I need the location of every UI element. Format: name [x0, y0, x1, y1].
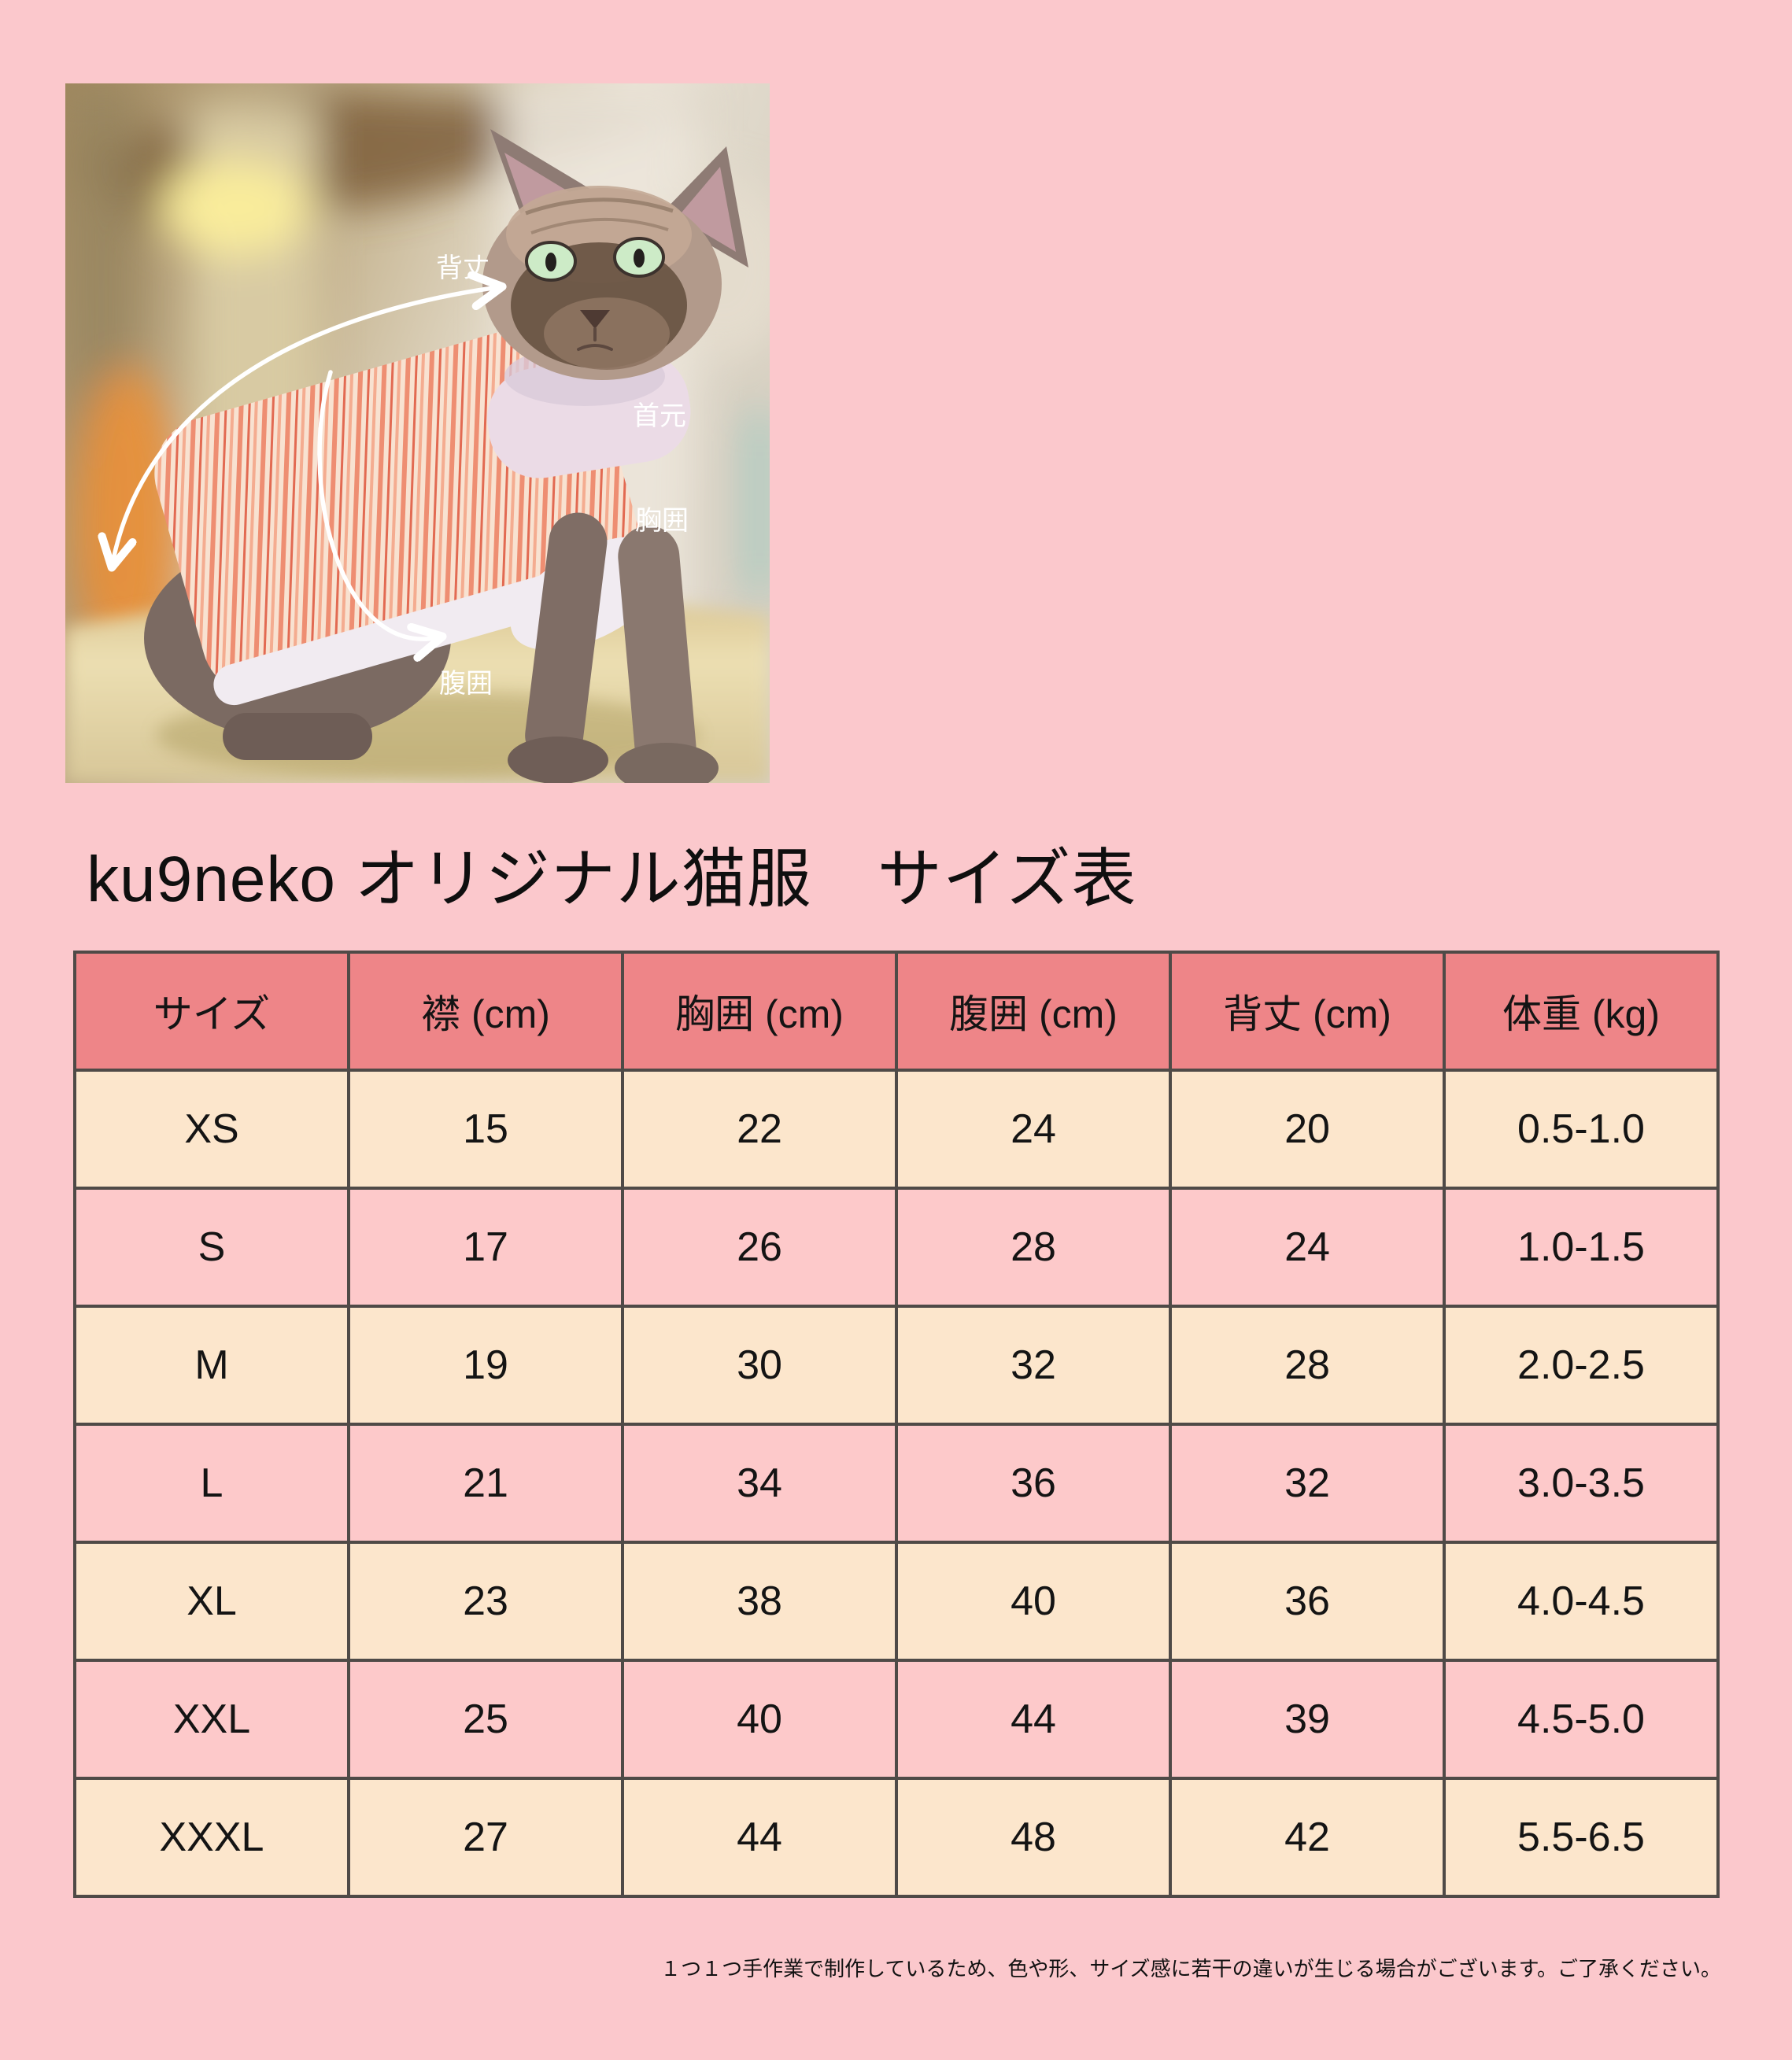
value-cell: 48 [895, 1777, 1172, 1898]
table-row: XL 23 38 40 36 4.0-4.5 [73, 1541, 1720, 1662]
value-cell: 28 [895, 1187, 1172, 1308]
value-cell: 17 [347, 1187, 624, 1308]
value-cell: 44 [621, 1777, 898, 1898]
value-cell: 22 [621, 1069, 898, 1190]
back-length-arrow [113, 287, 498, 563]
value-cell: 36 [895, 1423, 1172, 1544]
value-cell: 21 [347, 1423, 624, 1544]
page-title: ku9neko オリジナル猫服 サイズ表 [87, 844, 1137, 915]
value-cell: 24 [1169, 1187, 1446, 1308]
value-cell: 4.5-5.0 [1443, 1659, 1720, 1780]
value-cell: 25 [347, 1659, 624, 1780]
table-row: L 21 34 36 32 3.0-3.5 [73, 1423, 1720, 1544]
table-row: XS 15 22 24 20 0.5-1.0 [73, 1069, 1720, 1190]
size-table: サイズ襟 (cm) 胸囲 (cm) 腹囲 (cm) 背丈 (cm) 体重 (kg) XS… [73, 951, 1720, 1898]
value-cell: 2.0-2.5 [1443, 1305, 1720, 1426]
value-cell: 30 [621, 1305, 898, 1426]
size-table-head-row: サイズ襟 (cm) 胸囲 (cm) 腹囲 (cm) 背丈 (cm) 体重 (kg) [73, 951, 1720, 1072]
value-cell: 1.0-1.5 [1443, 1187, 1720, 1308]
value-cell: 24 [895, 1069, 1172, 1190]
size-cell: M [73, 1305, 350, 1426]
photo-label-chest: 胸囲 [635, 506, 689, 536]
value-cell: 32 [1169, 1423, 1446, 1544]
value-cell: 38 [621, 1541, 898, 1662]
size-cell: XXXL [73, 1777, 350, 1898]
photo-label-belly: 腹囲 [439, 669, 493, 699]
value-cell: 36 [1169, 1541, 1446, 1662]
value-cell: 23 [347, 1541, 624, 1662]
value-cell: 5.5-6.5 [1443, 1777, 1720, 1898]
table-row: S 17 26 28 24 1.0-1.5 [73, 1187, 1720, 1308]
table-row: XXXL 27 44 48 42 5.5-6.5 [73, 1777, 1720, 1898]
size-table-header-cell: 背丈 (cm) [1169, 951, 1446, 1072]
size-table-body: XS 15 22 24 20 0.5-1.0 S 17 26 28 24 1.0-1.5 M 19 30 32… [73, 1069, 1720, 1898]
cat-photo-illustration: 背丈 首元 胸囲 腹囲 [65, 83, 770, 783]
size-table-header-cell: 体重 (kg) [1443, 951, 1720, 1072]
value-cell: 15 [347, 1069, 624, 1190]
size-cell: XL [73, 1541, 350, 1662]
photo-label-neck: 首元 [633, 401, 686, 431]
size-table-header-cell: サイズ [73, 951, 350, 1072]
photo-label-back-length: 背丈 [436, 253, 490, 283]
value-cell: 32 [895, 1305, 1172, 1426]
value-cell: 27 [347, 1777, 624, 1898]
size-cell: XS [73, 1069, 350, 1190]
table-row: M 19 30 32 28 2.0-2.5 [73, 1305, 1720, 1426]
value-cell: 39 [1169, 1659, 1446, 1780]
value-cell: 40 [895, 1541, 1172, 1662]
value-cell: 40 [621, 1659, 898, 1780]
value-cell: 20 [1169, 1069, 1446, 1190]
value-cell: 3.0-3.5 [1443, 1423, 1720, 1544]
value-cell: 0.5-1.0 [1443, 1069, 1720, 1190]
value-cell: 44 [895, 1659, 1172, 1780]
size-cell: S [73, 1187, 350, 1308]
table-row: XXL 25 40 44 39 4.5-5.0 [73, 1659, 1720, 1780]
value-cell: 19 [347, 1305, 624, 1426]
value-cell: 42 [1169, 1777, 1446, 1898]
cat-photo: 背丈 首元 胸囲 腹囲 [65, 83, 770, 783]
size-cell: L [73, 1423, 350, 1544]
size-cell: XXL [73, 1659, 350, 1780]
footer-note: １つ１つ手作業で制作しているため、色や形、サイズ感に若干の違いが生じる場合がござ… [660, 1957, 1721, 1981]
value-cell: 28 [1169, 1305, 1446, 1426]
value-cell: 34 [621, 1423, 898, 1544]
value-cell: 4.0-4.5 [1443, 1541, 1720, 1662]
size-table-header-cell: 腹囲 (cm) [895, 951, 1172, 1072]
value-cell: 26 [621, 1187, 898, 1308]
belly-arrow [317, 370, 438, 639]
size-table-header-cell: 胸囲 (cm) [621, 951, 898, 1072]
size-table-header-cell: 襟 (cm) [347, 951, 624, 1072]
